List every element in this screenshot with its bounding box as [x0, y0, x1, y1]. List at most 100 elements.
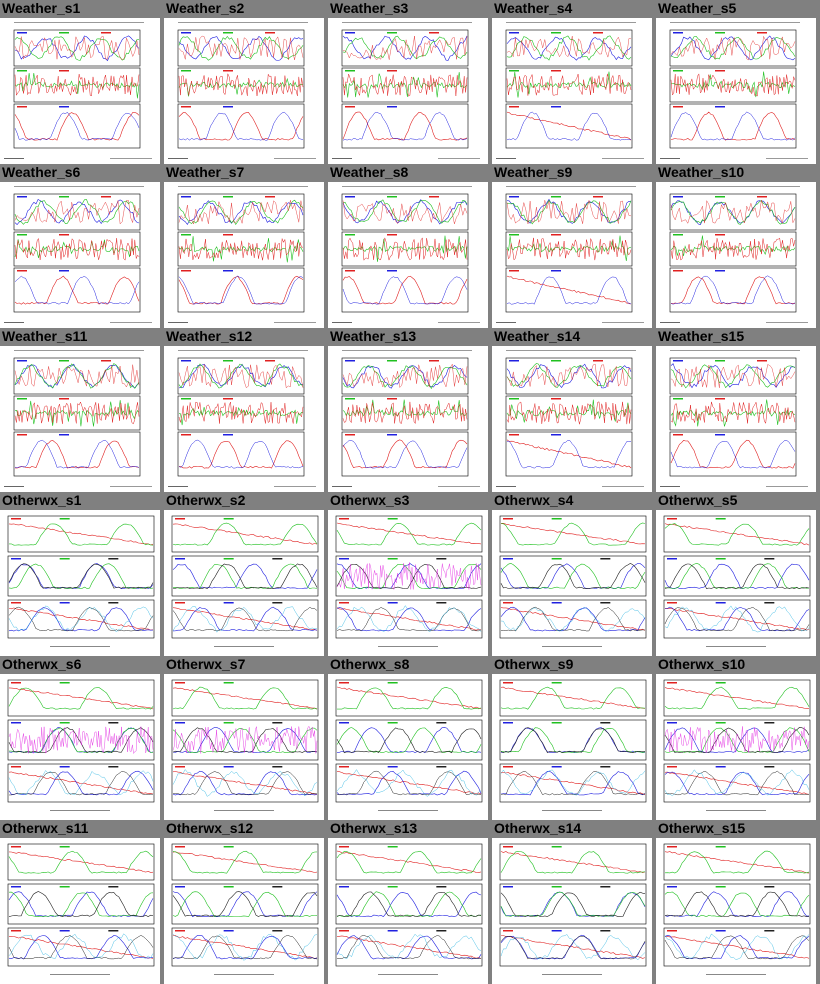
plot-image[interactable]	[328, 18, 488, 164]
plot-image[interactable]	[164, 674, 324, 820]
plot-image[interactable]	[164, 346, 324, 492]
panel-frame	[13, 29, 141, 67]
series-line	[14, 112, 140, 141]
legend-swatch	[272, 766, 283, 768]
footer-mark	[438, 158, 480, 159]
legend-swatch	[667, 558, 677, 560]
legend-swatch	[715, 106, 725, 108]
series-line	[172, 769, 318, 797]
plot-image[interactable]	[656, 838, 816, 984]
panel-frame	[13, 103, 141, 149]
series-line	[8, 891, 154, 918]
plot-panel	[499, 927, 647, 967]
plot-image[interactable]	[0, 182, 160, 328]
plot-image[interactable]	[492, 838, 652, 984]
series-line	[506, 73, 632, 96]
plot-thumbnail: Otherwx_s4	[492, 492, 654, 656]
legend-swatch	[436, 602, 447, 604]
plot-panel	[171, 679, 319, 717]
plot-image[interactable]	[492, 510, 652, 656]
legend-swatch	[436, 930, 447, 932]
plot-panel	[13, 29, 141, 67]
plot-image[interactable]	[328, 346, 488, 492]
series-line	[500, 891, 646, 918]
plot-image[interactable]	[164, 18, 324, 164]
legend-swatch	[673, 270, 683, 272]
series-line	[342, 111, 468, 141]
plot-image[interactable]	[0, 674, 160, 820]
plot-panel	[335, 599, 483, 639]
legend-swatch	[101, 360, 111, 362]
series-line	[506, 200, 632, 225]
legend-swatch	[175, 886, 185, 888]
axis-tick-row	[342, 186, 472, 187]
series-line	[342, 35, 468, 61]
plot-image[interactable]	[656, 674, 816, 820]
legend-swatch	[667, 930, 677, 932]
legend-swatch	[667, 722, 677, 724]
plot-image[interactable]	[164, 510, 324, 656]
panel-frame	[499, 763, 647, 803]
plot-panel	[7, 719, 155, 761]
legend-swatch	[673, 234, 683, 236]
series-line	[342, 365, 468, 390]
plot-image[interactable]	[656, 18, 816, 164]
panel-frame	[13, 357, 141, 395]
plot-image[interactable]	[492, 182, 652, 328]
series-line	[8, 606, 154, 632]
legend-swatch	[387, 196, 397, 198]
legend-swatch	[11, 766, 21, 768]
plot-panel	[505, 431, 633, 477]
plot-image[interactable]	[0, 838, 160, 984]
series-line	[500, 935, 646, 960]
plot-image[interactable]	[328, 510, 488, 656]
panel-frame	[505, 357, 633, 395]
legend-swatch	[551, 930, 562, 932]
plot-panel	[171, 555, 319, 597]
footer-mark	[168, 322, 188, 323]
plot-image[interactable]	[0, 510, 160, 656]
legend-swatch	[436, 886, 447, 888]
legend-swatch	[436, 766, 447, 768]
plot-image[interactable]	[328, 674, 488, 820]
legend-swatch	[339, 766, 349, 768]
legend-swatch	[345, 32, 355, 34]
plot-image[interactable]	[0, 18, 160, 164]
series-line	[500, 851, 646, 874]
series-line	[664, 523, 810, 546]
plot-image[interactable]	[492, 674, 652, 820]
plot-image[interactable]	[328, 182, 488, 328]
legend-swatch	[339, 602, 349, 604]
panel-frame	[669, 395, 797, 431]
plot-panel	[669, 103, 797, 149]
series-line	[337, 935, 482, 959]
series-line	[342, 199, 468, 225]
legend-swatch	[667, 766, 677, 768]
plot-title: Weather_s3	[330, 0, 409, 16]
legend-swatch	[223, 766, 234, 768]
plot-image[interactable]	[656, 510, 816, 656]
plot-image[interactable]	[656, 346, 816, 492]
legend-swatch	[387, 106, 397, 108]
plot-image[interactable]	[164, 182, 324, 328]
plot-image[interactable]	[492, 346, 652, 492]
plot-image[interactable]	[492, 18, 652, 164]
plot-panel	[335, 927, 483, 967]
plot-panel	[13, 267, 141, 313]
plot-image[interactable]	[656, 182, 816, 328]
legend-swatch	[108, 722, 119, 724]
panel-frame	[177, 29, 305, 67]
plot-image[interactable]	[328, 838, 488, 984]
plot-image[interactable]	[164, 838, 324, 984]
series-line	[336, 727, 482, 754]
legend-swatch	[223, 234, 233, 236]
plot-image[interactable]	[0, 346, 160, 492]
legend-swatch	[551, 766, 562, 768]
series-line	[8, 850, 154, 874]
series-line	[172, 563, 318, 589]
series-line	[172, 771, 318, 796]
axis-tick-row	[506, 22, 636, 23]
plot-panel	[663, 927, 811, 967]
legend-swatch	[503, 930, 513, 932]
footer-mark	[332, 486, 352, 487]
